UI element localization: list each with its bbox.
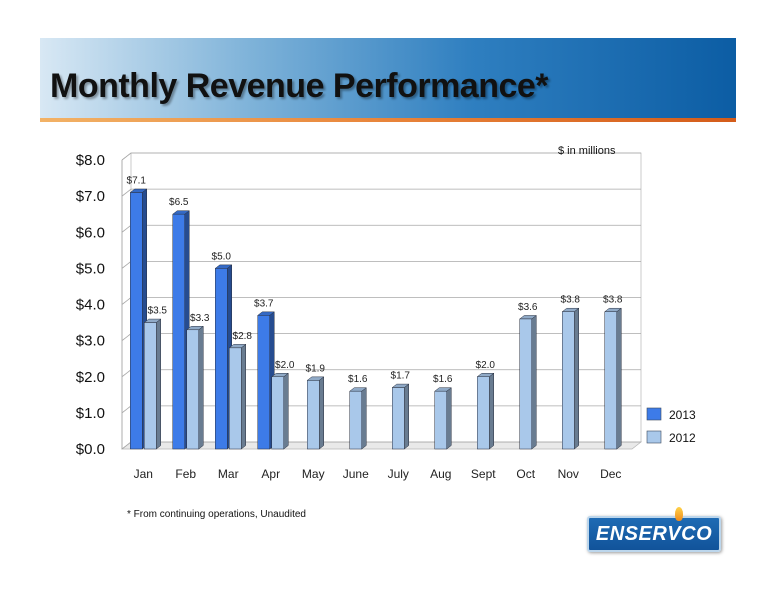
- data-label-2012: $3.8: [561, 295, 581, 306]
- banner-accent-rule: [40, 118, 736, 122]
- data-label-2013: $3.7: [254, 298, 274, 309]
- bar-2012: [144, 322, 157, 450]
- bar-2013: [215, 268, 228, 450]
- gridline-side: [121, 333, 132, 341]
- gridline-side: [121, 297, 132, 305]
- title-banner: Monthly Revenue Performance*: [40, 38, 736, 118]
- gridline-side: [121, 405, 132, 414]
- x-category-label: Dec: [600, 467, 621, 481]
- data-label-2012: $2.0: [275, 360, 295, 371]
- bar-2012-side: [198, 325, 204, 450]
- x-category-label: Feb: [175, 467, 196, 481]
- x-category-label: May: [302, 467, 325, 481]
- legend-swatch-2012: [646, 430, 662, 444]
- x-category-label: Mar: [218, 467, 239, 481]
- x-category-label: June: [343, 467, 369, 481]
- gridline-side: [121, 152, 132, 161]
- data-label-2012: $3.5: [148, 306, 168, 317]
- slide-title: Monthly Revenue Performance*: [50, 67, 549, 105]
- gridline-side: [121, 188, 132, 197]
- bar-2012: [307, 380, 320, 450]
- bar-2013: [257, 315, 270, 450]
- data-label-2012: $3.3: [190, 313, 210, 324]
- gridline-side: [121, 261, 132, 269]
- gridline-side: [121, 369, 132, 378]
- y-tick-label: $3.0: [76, 333, 105, 350]
- legend-label-2012: 2012: [669, 431, 696, 445]
- bar-2012-side: [404, 383, 409, 450]
- bar-2012-side: [531, 314, 537, 450]
- x-category-label: Oct: [516, 467, 535, 481]
- bar-2012: [604, 311, 617, 450]
- data-label-2012: $1.6: [348, 374, 368, 385]
- y-tick-label: $6.0: [76, 224, 105, 241]
- x-category-label: Aug: [430, 467, 451, 481]
- bar-2012: [392, 387, 405, 450]
- data-label-2012: $2.0: [476, 360, 496, 371]
- bar-2012-side: [616, 307, 622, 450]
- x-category-label: Jan: [134, 467, 153, 481]
- data-label-2012: $1.6: [433, 374, 453, 385]
- legend-label-2013: 2013: [669, 408, 696, 422]
- bar-2012: [271, 376, 284, 450]
- data-label-2012: $1.9: [306, 363, 326, 374]
- y-tick-label: $1.0: [76, 405, 105, 422]
- bar-2013: [172, 213, 185, 450]
- data-label-2012: $2.8: [233, 331, 253, 342]
- bar-2012-side: [241, 343, 246, 450]
- bar-2012-side: [156, 318, 161, 450]
- bar-2012-side: [489, 372, 494, 450]
- data-label-2012: $3.8: [603, 295, 623, 306]
- bar-2013: [130, 192, 143, 450]
- data-label-2013: $5.0: [212, 251, 232, 262]
- bar-2012-side: [283, 372, 289, 450]
- y-tick-label: $5.0: [76, 260, 105, 277]
- data-label-2013: $6.5: [169, 197, 189, 208]
- bar-2012-side: [319, 376, 324, 450]
- data-label-2013: $7.1: [127, 176, 147, 187]
- y-tick-label: $2.0: [76, 369, 105, 386]
- bar-2012: [349, 390, 362, 450]
- bar-2012: [562, 311, 575, 450]
- x-category-label: July: [388, 467, 409, 481]
- gridline-side: [121, 224, 132, 233]
- bar-2012: [519, 318, 532, 450]
- x-category-label: Sept: [471, 467, 496, 481]
- footnote: * From continuing operations, Unaudited: [127, 509, 306, 520]
- units-note: $ in millions: [558, 145, 616, 157]
- enservco-logo: ENSERVCO: [587, 507, 721, 552]
- x-category-label: Nov: [558, 467, 579, 481]
- bar-2012: [434, 390, 447, 450]
- bar-2012: [477, 376, 490, 450]
- gridline-side: [121, 441, 132, 450]
- y-tick-label: $4.0: [76, 297, 105, 314]
- y-tick-label: $7.0: [76, 188, 105, 205]
- data-label-2012: $3.6: [518, 302, 538, 313]
- bar-2012: [229, 347, 242, 450]
- bar-2012: [186, 329, 199, 450]
- y-tick-label: $8.0: [76, 152, 105, 169]
- logo-text: ENSERVCO: [595, 523, 713, 545]
- x-category-label: Apr: [261, 467, 280, 481]
- bar-2012-side: [446, 387, 452, 450]
- data-label-2012: $1.7: [391, 371, 411, 382]
- bar-2012-side: [361, 387, 367, 450]
- legend-swatch-2013: [646, 407, 662, 421]
- bar-2012-side: [574, 307, 579, 450]
- flame-icon: [675, 507, 683, 521]
- y-tick-label: $0.0: [76, 441, 105, 458]
